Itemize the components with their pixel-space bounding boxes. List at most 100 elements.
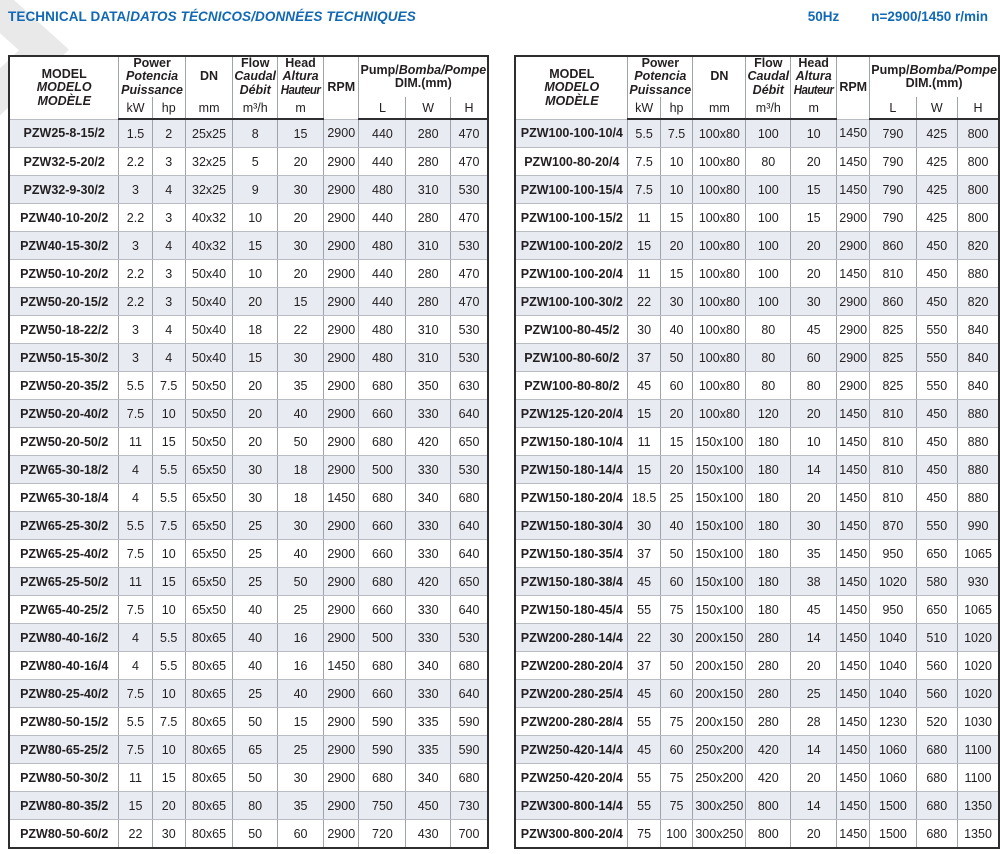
value-cell: 1040 [869, 651, 917, 681]
value-cell: 825 [869, 315, 917, 345]
value-cell: 15 [659, 203, 694, 233]
value-cell: 425 [915, 175, 959, 205]
value-cell: 310 [405, 175, 451, 205]
value-cell: 1100 [957, 763, 1000, 793]
value-cell: 480 [358, 343, 407, 373]
value-cell: 22 [627, 287, 661, 317]
value-cell: 450 [915, 427, 959, 457]
value-cell: 420 [405, 427, 451, 457]
value-cell: 3 [151, 203, 186, 233]
value-cell: 50 [277, 427, 325, 457]
value-cell: 2900 [323, 287, 360, 317]
value-cell: 100x80 [692, 147, 747, 177]
table-row: PZW100-100-20/4 11 15 100x80 100 20 1450 810 450… [514, 259, 1000, 289]
model-cell: PZW50-18-22/2 [8, 315, 120, 345]
value-cell: 55 [627, 707, 661, 737]
value-cell: 2900 [323, 623, 360, 653]
value-cell: 45 [627, 735, 661, 765]
model-cell: PZW65-30-18/2 [8, 455, 120, 485]
value-cell: 800 [957, 175, 1000, 205]
value-cell: 2900 [836, 343, 871, 373]
value-cell: 310 [405, 343, 451, 373]
value-cell: 55 [627, 791, 661, 821]
value-cell: 25 [232, 567, 279, 597]
value-cell: 340 [405, 651, 451, 681]
value-cell: 75 [659, 707, 694, 737]
model-cell: PZW150-180-35/4 [514, 539, 629, 569]
value-cell: 310 [405, 231, 451, 261]
table-header: MODEL MODELO MODÈLE Power Potencia Puiss… [514, 55, 1000, 121]
value-cell: 720 [358, 819, 407, 849]
model-cell: PZW300-800-20/4 [514, 819, 629, 849]
value-cell: 1500 [869, 819, 917, 849]
value-cell: 150x100 [692, 455, 747, 485]
value-cell: 20 [232, 427, 279, 457]
value-cell: 840 [957, 371, 1000, 401]
value-cell: 2900 [323, 819, 360, 849]
value-cell: 40 [277, 399, 325, 429]
value-cell: 20 [277, 203, 325, 233]
value-cell: 2900 [836, 371, 871, 401]
value-cell: 10 [151, 735, 186, 765]
unit-m3h: m³/h [745, 97, 792, 121]
value-cell: 37 [627, 343, 661, 373]
table-row: PZW250-420-20/4 55 75 250x200 420 20 1450 1060 6… [514, 763, 1000, 793]
value-cell: 810 [869, 483, 917, 513]
value-cell: 100x80 [692, 315, 747, 345]
value-cell: 310 [405, 315, 451, 345]
col-header-dn: DN [184, 55, 234, 98]
value-cell: 180 [745, 427, 792, 457]
value-cell: 50 [659, 651, 694, 681]
value-cell: 425 [915, 203, 959, 233]
value-cell: 2 [151, 118, 186, 149]
value-cell: 40 [277, 679, 325, 709]
value-cell: 3 [118, 343, 153, 373]
value-cell: 75 [659, 763, 694, 793]
value-cell: 11 [118, 427, 153, 457]
table-row: PZW50-20-40/2 7.5 10 50x50 20 40 2900 660 330 640 [8, 399, 489, 429]
model-cell: PZW65-25-40/2 [8, 539, 120, 569]
table-row: PZW50-20-50/2 11 15 50x50 20 50 2900 680 420 650 [8, 427, 489, 457]
table-row: PZW150-180-20/4 18.5 25 150x100 180 20 1450 810… [514, 483, 1000, 513]
value-cell: 9 [232, 175, 279, 205]
value-cell: 2900 [323, 203, 360, 233]
value-cell: 25 [232, 679, 279, 709]
value-cell: 180 [745, 455, 792, 485]
value-cell: 150x100 [692, 567, 747, 597]
value-cell: 680 [449, 483, 489, 513]
table-row: PZW100-100-15/2 11 15 100x80 100 15 2900 790 425… [514, 203, 1000, 233]
value-cell: 75 [659, 595, 694, 625]
table-row: PZW50-18-22/2 3 4 50x40 18 22 2900 480 310 530 [8, 315, 489, 345]
value-cell: 800 [957, 118, 1000, 149]
model-cell: PZW150-180-20/4 [514, 483, 629, 513]
value-cell: 2900 [323, 679, 360, 709]
pump-table-right: MODEL MODELO MODÈLE Power Potencia Puiss… [514, 55, 1000, 850]
value-cell: 10 [151, 679, 186, 709]
table-row: PZW100-100-15/4 7.5 10 100x80 100 15 1450 790 42… [514, 175, 1000, 205]
unit-hp: hp [151, 97, 186, 121]
value-cell: 840 [957, 343, 1000, 373]
value-cell: 5.5 [151, 651, 186, 681]
value-cell: 80 [745, 343, 792, 373]
model-cell: PZW100-80-60/2 [514, 343, 629, 373]
value-cell: 330 [405, 399, 451, 429]
value-cell: 500 [358, 455, 407, 485]
value-cell: 10 [232, 259, 279, 289]
value-cell: 470 [449, 147, 489, 177]
value-cell: 470 [449, 118, 489, 149]
model-cell: PZW50-10-20/2 [8, 259, 120, 289]
table-row: PZW65-25-40/2 7.5 10 65x50 25 40 2900 660 330 640 [8, 539, 489, 569]
value-cell: 3 [151, 287, 186, 317]
value-cell: 950 [869, 539, 917, 569]
value-cell: 335 [405, 735, 451, 765]
value-cell: 60 [659, 679, 694, 709]
value-cell: 550 [915, 511, 959, 541]
value-cell: 280 [405, 118, 451, 149]
table-row: PZW150-180-14/4 15 20 150x100 180 14 1450 810 45… [514, 455, 1000, 485]
model-cell: PZW40-15-30/2 [8, 231, 120, 261]
value-cell: 100x80 [692, 203, 747, 233]
value-cell: 580 [915, 567, 959, 597]
model-cell: PZW100-100-30/2 [514, 287, 629, 317]
value-cell: 630 [449, 371, 489, 401]
value-cell: 1230 [869, 707, 917, 737]
